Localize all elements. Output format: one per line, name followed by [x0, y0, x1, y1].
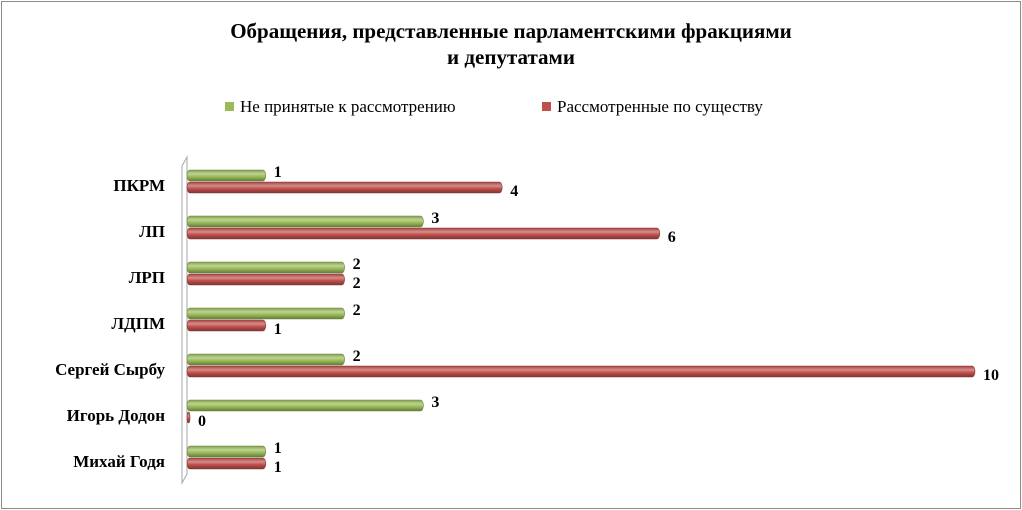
data-label: 1 [274, 321, 282, 338]
legend-swatch-red [542, 102, 551, 111]
bar [186, 169, 267, 182]
category-label: Сергей Сырбу [55, 360, 165, 379]
category-label: ЛП [139, 222, 165, 241]
data-label: 2 [353, 348, 361, 365]
data-label: 2 [353, 256, 361, 273]
data-label: 4 [510, 183, 518, 200]
bar [186, 399, 424, 412]
data-label: 1 [274, 459, 282, 476]
data-label: 0 [198, 413, 206, 430]
data-label: 6 [668, 229, 676, 246]
category-label: ЛДПМ [111, 314, 165, 333]
data-label: 2 [353, 275, 361, 292]
category-label: Михай Годя [73, 452, 165, 471]
chart-title-line-1: Обращения, представленные парламентскими… [230, 19, 792, 43]
legend-label-reviewed: Рассмотренные по существу [557, 97, 763, 116]
data-label: 10 [983, 367, 999, 384]
data-label: 1 [274, 440, 282, 457]
bar [186, 353, 345, 366]
category-label: ПКРМ [113, 176, 165, 195]
bar [186, 319, 267, 332]
bar [186, 365, 976, 378]
bar [186, 227, 661, 240]
data-label: 3 [431, 210, 439, 227]
category-label: Игорь Додон [67, 406, 166, 425]
bar [186, 457, 267, 470]
category-label: ЛРП [129, 268, 165, 287]
bar [186, 307, 345, 320]
bar [186, 181, 503, 194]
bar [186, 261, 345, 274]
chart-legend: Не принятые к рассмотрению Рассмотренные… [0, 97, 1022, 117]
legend-item-reviewed: Рассмотренные по существу [542, 97, 763, 117]
chart-title-line-2: и депутатами [447, 45, 575, 69]
chart-title: Обращения, представленные парламентскими… [0, 18, 1022, 70]
legend-item-not-accepted: Не принятые к рассмотрению [225, 97, 456, 117]
bar [186, 273, 345, 286]
axis-wall [181, 155, 188, 485]
bar [186, 215, 424, 228]
legend-swatch-green [225, 102, 234, 111]
data-label: 1 [274, 164, 282, 181]
legend-label-not-accepted: Не принятые к рассмотрению [240, 97, 456, 116]
bar [186, 445, 267, 458]
data-label: 3 [431, 394, 439, 411]
data-label: 2 [353, 302, 361, 319]
bar [186, 411, 191, 424]
